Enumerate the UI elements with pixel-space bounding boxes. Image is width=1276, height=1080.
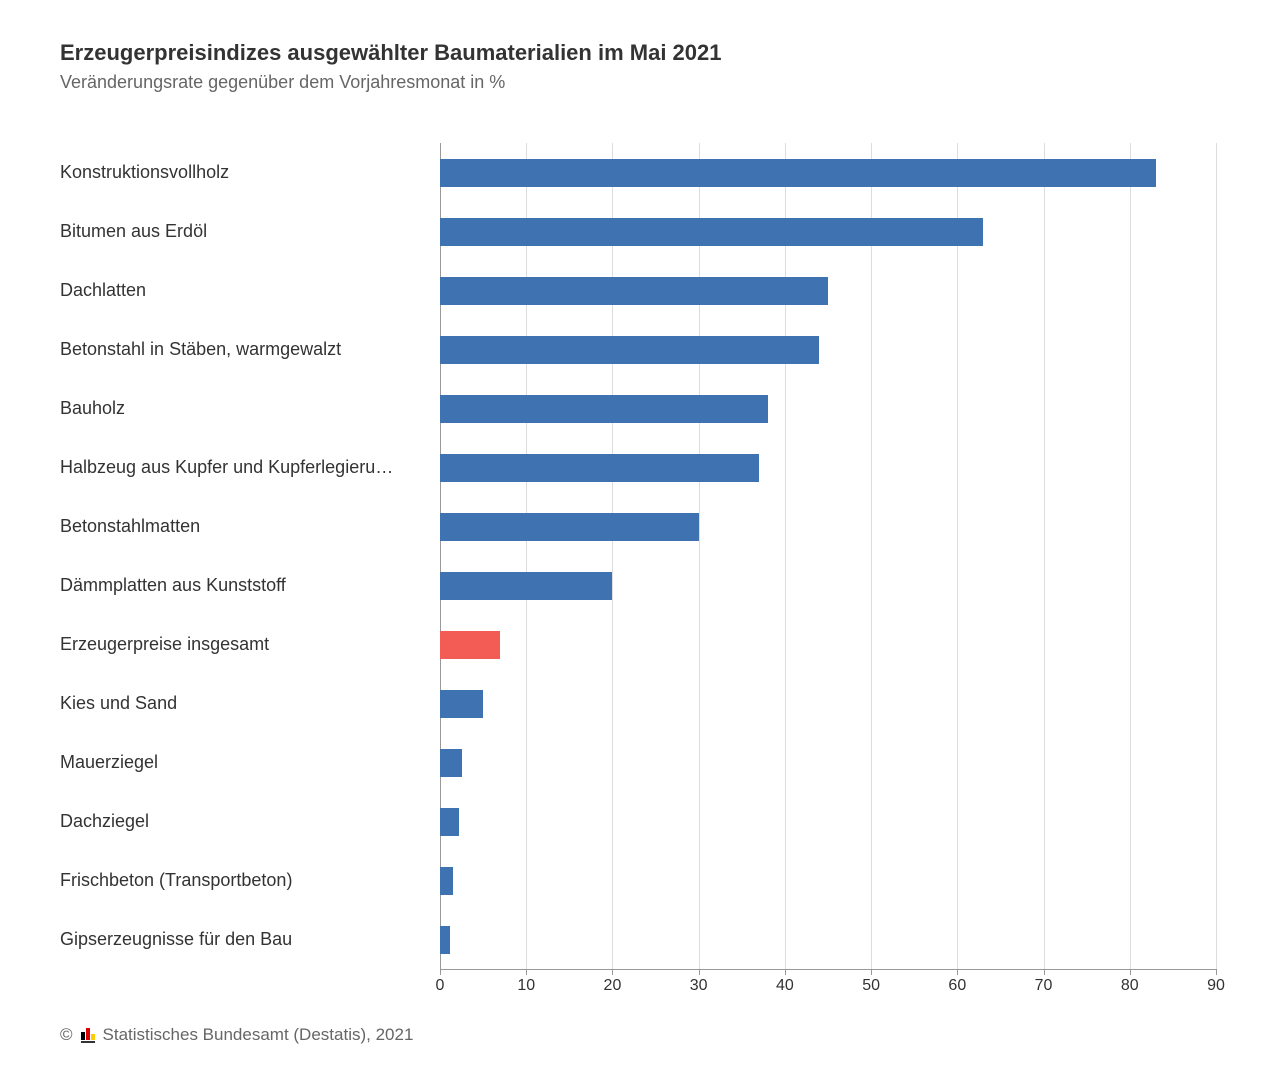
bar [440, 926, 450, 954]
x-tick-mark [785, 969, 786, 975]
bar-track [440, 438, 1216, 497]
bar-row: Frischbeton (Transportbeton) [60, 851, 1216, 910]
bar-row: Dachlatten [60, 261, 1216, 320]
category-label: Betonstahl in Stäben, warmgewalzt [60, 339, 440, 360]
x-tick-mark [871, 969, 872, 975]
bar [440, 749, 462, 777]
category-label: Konstruktionsvollholz [60, 162, 440, 183]
bar-track [440, 733, 1216, 792]
x-tick-label: 20 [604, 977, 622, 995]
bar-row: Dämmplatten aus Kunststoff [60, 556, 1216, 615]
category-label: Mauerziegel [60, 752, 440, 773]
bar [440, 808, 459, 836]
bar-row: Kies und Sand [60, 674, 1216, 733]
x-tick-label: 40 [776, 977, 794, 995]
category-label: Dachziegel [60, 811, 440, 832]
chart-area: Konstruktionsvollholz Bitumen aus Erdöl Da… [60, 143, 1216, 973]
bar [440, 690, 483, 718]
bar-track [440, 910, 1216, 969]
category-label: Bitumen aus Erdöl [60, 221, 440, 242]
bar [440, 454, 759, 482]
x-tick-label: 60 [948, 977, 966, 995]
bar-track [440, 143, 1216, 202]
bar-track [440, 556, 1216, 615]
category-label: Erzeugerpreise insgesamt [60, 634, 440, 655]
x-tick-label: 90 [1207, 977, 1225, 995]
bar-track [440, 497, 1216, 556]
bar-track [440, 851, 1216, 910]
page-root: Erzeugerpreisindizes ausgewählter Baumat… [0, 0, 1276, 1080]
bar-row: Dachziegel [60, 792, 1216, 851]
category-label: Betonstahlmatten [60, 516, 440, 537]
footer-text: Statistisches Bundesamt (Destatis), 2021 [103, 1025, 414, 1045]
x-tick-label: 0 [436, 977, 445, 995]
x-tick-mark [612, 969, 613, 975]
gridline [1216, 143, 1217, 969]
category-label: Kies und Sand [60, 693, 440, 714]
x-tick-mark [526, 969, 527, 975]
bar-row: Erzeugerpreise insgesamt [60, 615, 1216, 674]
bar-track [440, 261, 1216, 320]
bar [440, 336, 819, 364]
x-tick-mark [1216, 969, 1217, 975]
bar [440, 277, 828, 305]
bar [440, 867, 453, 895]
bar-track [440, 379, 1216, 438]
x-tick-mark [699, 969, 700, 975]
bar-row: Bitumen aus Erdöl [60, 202, 1216, 261]
x-axis: 0102030405060708090 [440, 969, 1216, 1009]
bar-track [440, 792, 1216, 851]
bar [440, 159, 1156, 187]
bar [440, 631, 500, 659]
x-tick-label: 50 [862, 977, 880, 995]
bar-row: Betonstahlmatten [60, 497, 1216, 556]
x-tick-label: 10 [517, 977, 535, 995]
bar-row: Mauerziegel [60, 733, 1216, 792]
copyright-symbol: © [60, 1025, 73, 1045]
bar-track [440, 674, 1216, 733]
chart-title: Erzeugerpreisindizes ausgewählter Baumat… [60, 40, 1216, 66]
x-tick-label: 80 [1121, 977, 1139, 995]
footer: © Statistisches Bundesamt (Destatis), 20… [60, 1025, 413, 1045]
category-label: Frischbeton (Transportbeton) [60, 870, 440, 891]
x-tick-mark [1130, 969, 1131, 975]
bar-track [440, 320, 1216, 379]
bar-row: Gipserzeugnisse für den Bau [60, 910, 1216, 969]
chart-subtitle: Veränderungsrate gegenüber dem Vorjahres… [60, 72, 1216, 93]
category-label: Dämmplatten aus Kunststoff [60, 575, 440, 596]
bar-row: Betonstahl in Stäben, warmgewalzt [60, 320, 1216, 379]
bar-row: Halbzeug aus Kupfer und Kupferlegieru… [60, 438, 1216, 497]
category-label: Dachlatten [60, 280, 440, 301]
bar [440, 572, 612, 600]
category-label: Bauholz [60, 398, 440, 419]
category-label: Halbzeug aus Kupfer und Kupferlegieru… [60, 457, 440, 478]
x-tick-mark [440, 969, 441, 975]
bar-row: Konstruktionsvollholz [60, 143, 1216, 202]
bar [440, 513, 699, 541]
x-tick-mark [1044, 969, 1045, 975]
x-tick-mark [957, 969, 958, 975]
x-tick-label: 30 [690, 977, 708, 995]
bar-row: Bauholz [60, 379, 1216, 438]
bar [440, 218, 983, 246]
category-label: Gipserzeugnisse für den Bau [60, 929, 440, 950]
bar-track [440, 615, 1216, 674]
destatis-logo-icon [81, 1028, 95, 1043]
bar-track [440, 202, 1216, 261]
x-tick-label: 70 [1035, 977, 1053, 995]
bar [440, 395, 768, 423]
bar-rows: Konstruktionsvollholz Bitumen aus Erdöl Da… [60, 143, 1216, 969]
